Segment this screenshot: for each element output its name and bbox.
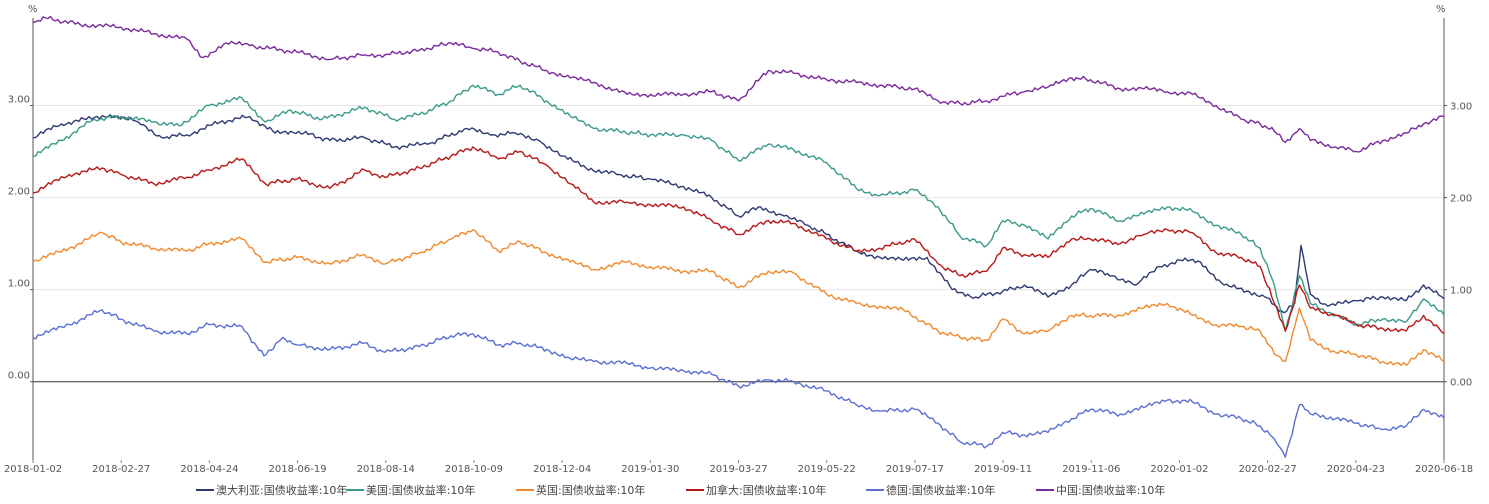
y-tick-label-left: 2.00 (8, 187, 30, 198)
axes (32, 18, 1445, 460)
x-tick-label: 2018-08-14 (357, 464, 415, 475)
series-line (32, 114, 1445, 314)
y-unit-right: % (1436, 4, 1446, 15)
legend-label: 加拿大:国债收益率:10年 (706, 483, 826, 497)
y-axis-left: 0.00 1.00 2.00 3.00 (8, 94, 33, 383)
y-tick-label-right: 2.00 (1450, 194, 1472, 205)
series-line (32, 229, 1445, 366)
x-tick-label: 2020-02-27 (1239, 464, 1297, 475)
x-tick-label: 2018-12-04 (533, 464, 591, 475)
y-tick-label-left: 0.00 (8, 371, 30, 382)
x-tick-label: 2020-01-02 (1150, 464, 1208, 475)
x-tick-label: 2020-06-18 (1415, 464, 1473, 475)
x-tick-label: 2018-06-19 (269, 464, 327, 475)
legend-label: 英国:国债收益率:10年 (536, 483, 645, 497)
legend-label: 美国:国债收益率:10年 (366, 483, 475, 497)
series-line (32, 15, 1445, 153)
x-tick-label: 2019-01-30 (621, 464, 679, 475)
series-line (32, 146, 1445, 335)
x-axis: 2018-01-02 2018-02-27 2018-04-24 2018-06-19… (4, 460, 1473, 475)
legend-label: 澳大利亚:国债收益率:10年 (216, 483, 347, 497)
y-axis-right: 0.00 1.00 2.00 3.00 (1444, 101, 1472, 389)
x-tick-label: 2018-04-24 (180, 464, 238, 475)
y-tick-label-left: 3.00 (8, 94, 30, 105)
y-tick-label-left: 1.00 (8, 279, 30, 290)
series-line (32, 309, 1445, 458)
series-lines (32, 15, 1445, 458)
y-tick-label-right: 3.00 (1450, 101, 1472, 112)
x-tick-label: 2019-03-27 (709, 464, 767, 475)
y-unit-left: % (28, 4, 38, 15)
x-tick-label: 2018-10-09 (445, 464, 503, 475)
x-tick-label: 2019-11-06 (1062, 464, 1120, 475)
x-tick-label: 2019-09-11 (974, 464, 1032, 475)
legend: 澳大利亚:国债收益率:10年 美国:国债收益率:10年 英国:国债收益率:10年 加拿… (196, 483, 1165, 497)
x-tick-label: 2020-04-23 (1327, 464, 1385, 475)
y-tick-label-right: 1.00 (1450, 286, 1472, 297)
grid-lines (33, 104, 1444, 383)
legend-label: 德国:国债收益率:10年 (886, 483, 995, 497)
x-tick-label: 2019-05-22 (798, 464, 856, 475)
series-line (32, 84, 1445, 332)
y-tick-label-right: 0.00 (1450, 378, 1472, 389)
x-tick-label: 2019-07-17 (886, 464, 944, 475)
x-tick-label: 2018-02-27 (92, 464, 150, 475)
legend-label: 中国:国债收益率:10年 (1056, 483, 1165, 497)
x-tick-label: 2018-01-02 (4, 464, 62, 475)
